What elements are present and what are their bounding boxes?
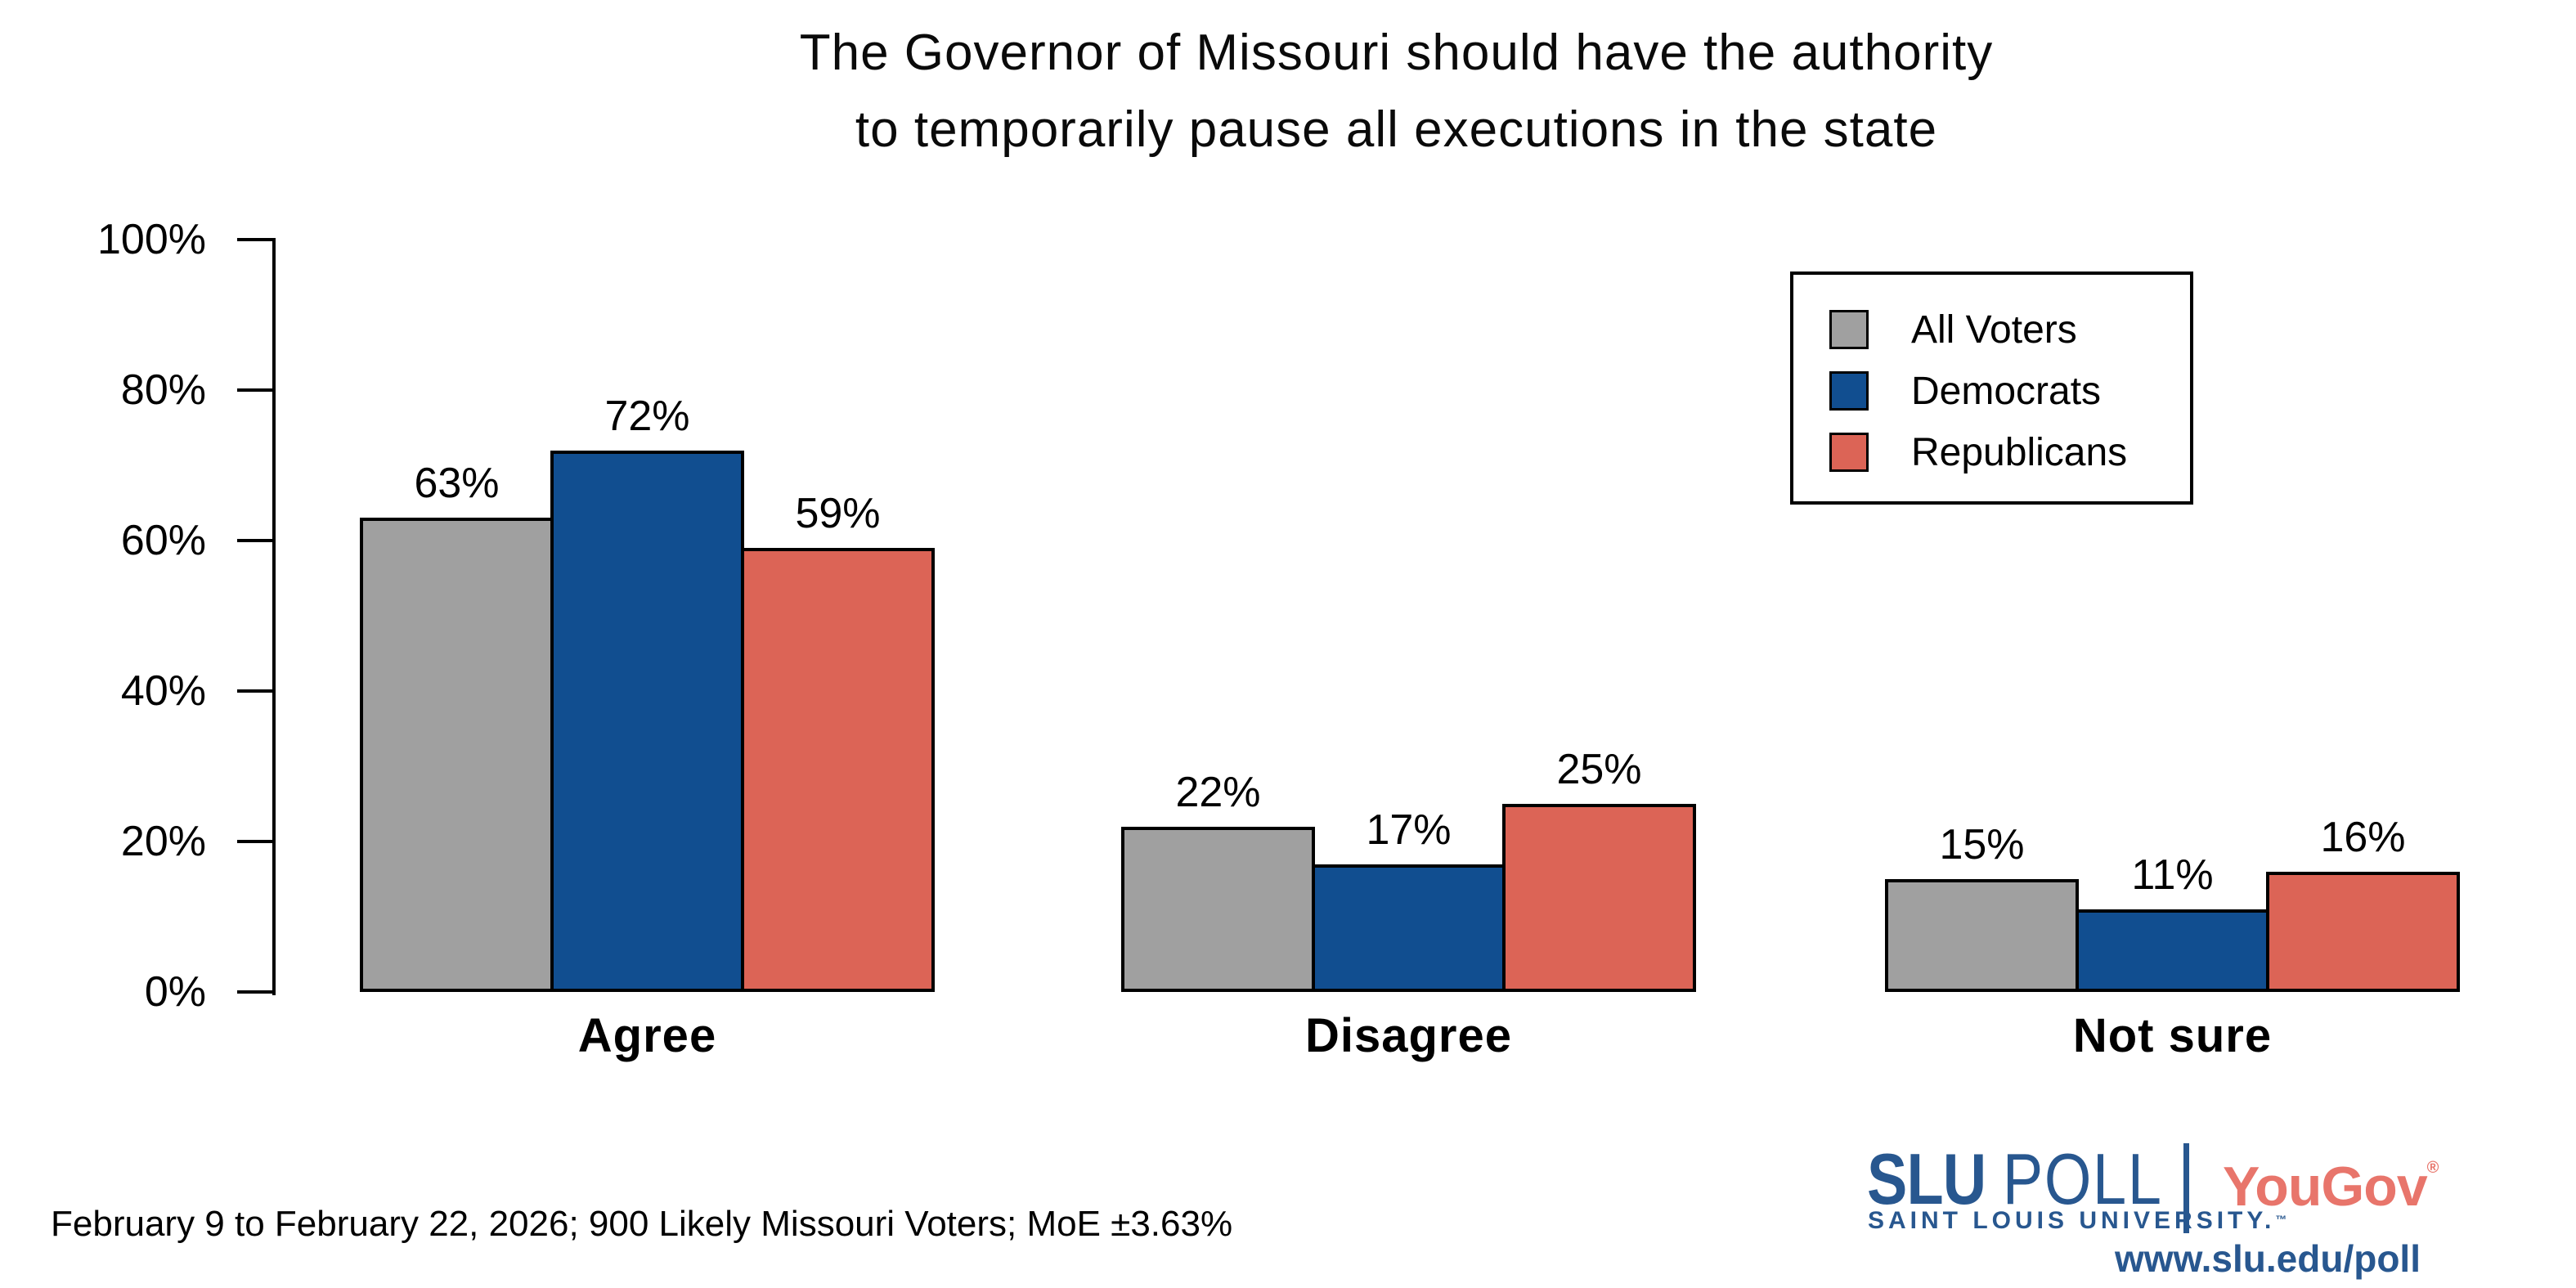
methodology-note: February 9 to February 22, 2026; 900 Lik… [51,1204,1233,1244]
branding-block: SLU POLL SAINT LOUIS UNIVERSITY.™ YouGov… [1856,1137,2462,1284]
chart-title-line2: to temporarily pause all executions in t… [855,101,1938,158]
bar-all-voters-disagree [1121,826,1315,992]
legend-label: Democrats [1911,369,2102,413]
bar-republicans-not-sure [2266,871,2460,992]
bar-republicans-disagree [1502,804,1696,992]
y-tick-label: 0% [144,968,206,1016]
bar-value-label: 63% [414,460,500,508]
y-tick-label: 80% [120,366,206,414]
y-tick-mark [237,238,274,241]
bar-value-label: 11% [2131,850,2214,899]
legend-item-democrats: Democrats [1829,366,2101,415]
yougov-logo-text: YouGov [2223,1156,2428,1218]
slu-poll-url: www.slu.edu/poll [2115,1237,2421,1280]
bar-value-label: 25% [1556,746,1642,793]
y-tick-label: 20% [120,818,206,865]
y-tick-label: 100% [97,216,206,263]
yougov-logo: YouGov® [2223,1155,2439,1218]
legend-swatch [1829,433,1869,472]
y-tick-mark [237,990,274,994]
legend-swatch [1829,371,1869,411]
legend-label: All Voters [1911,307,2077,352]
y-tick-mark [237,689,274,693]
bar-democrats-agree [550,450,744,992]
y-tick-mark [237,388,274,392]
slu-logo-text: SLU [1867,1138,1986,1219]
category-label-disagree: Disagree [1304,1009,1513,1062]
legend-swatch [1829,310,1869,349]
slu-subtitle: SAINT LOUIS UNIVERSITY.™ [1868,1207,2287,1235]
y-tick-label: 60% [120,517,206,564]
y-tick-label: 40% [120,667,206,715]
poll-logo-text: POLL [2002,1138,2163,1219]
bar-value-label: 15% [1939,821,2025,868]
legend-label: Republicans [1911,430,2128,474]
slu-poll-logo: SLU POLL [1867,1143,2163,1215]
legend-item-all-voters: All Voters [1829,305,2077,354]
bar-republicans-agree [741,548,935,992]
registered-symbol: ® [2426,1159,2439,1177]
bar-democrats-not-sure [2076,909,2269,992]
trademark-symbol: ™ [2275,1213,2287,1226]
brand-separator-bar [2183,1143,2189,1233]
chart-title-line1: The Governor of Missouri should have the… [799,25,1994,81]
bar-value-label: 22% [1175,768,1261,816]
bar-value-label: 59% [795,490,881,538]
slu-subtitle-text: SAINT LOUIS UNIVERSITY. [1868,1207,2276,1234]
legend-box: All Voters Democrats Republicans [1790,272,2193,505]
bar-value-label: 72% [604,392,690,440]
bar-value-label: 17% [1366,806,1452,854]
bar-all-voters-agree [360,518,554,992]
category-label-not-sure: Not sure [2072,1009,2273,1062]
chart-title: The Governor of Missouri should have the… [274,15,2519,168]
bar-value-label: 16% [2320,813,2406,861]
bar-all-voters-not-sure [1885,879,2079,992]
y-tick-mark [237,840,274,843]
legend-item-republicans: Republicans [1829,428,2127,477]
bar-democrats-disagree [1312,864,1506,992]
category-label-agree: Agree [577,1009,717,1062]
y-axis-line [272,238,276,995]
y-tick-mark [237,539,274,542]
